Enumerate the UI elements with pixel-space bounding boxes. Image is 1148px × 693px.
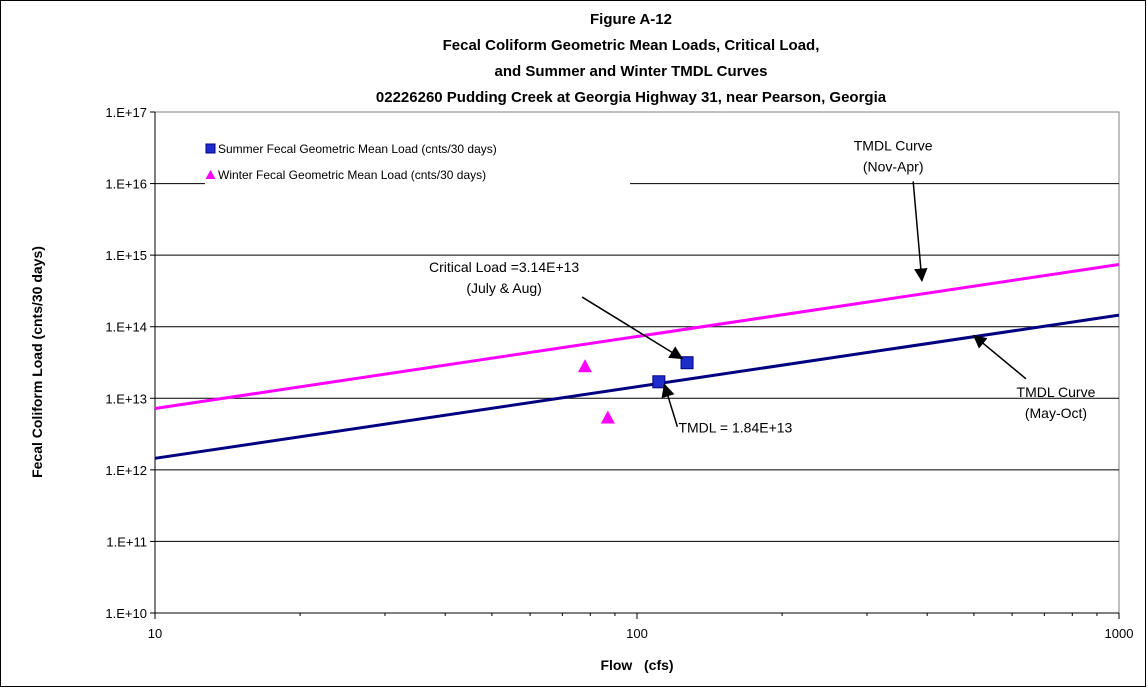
- annotation-arrow: [661, 383, 679, 427]
- y-tick-label: 1.E+12: [105, 463, 147, 478]
- y-tick-label: 1.E+10: [105, 606, 147, 621]
- annotation-text: TMDL Curve: [1017, 384, 1096, 400]
- grid-layer: [155, 183, 1119, 542]
- series-layer: [154, 263, 1120, 460]
- summer-point-marker: [652, 375, 666, 389]
- annotation-text: TMDL Curve: [854, 137, 933, 153]
- y-axis-title: Fecal Coliform Load (cnts/30 days): [29, 246, 45, 478]
- y-tick-label: 1.E+15: [105, 248, 147, 263]
- chart-title-line-2: Fecal Coliform Geometric Mean Loads, Cri…: [443, 37, 820, 54]
- annotation-arrow: [972, 334, 1027, 380]
- annotation-arrow: [581, 296, 684, 360]
- chart-title-line-1: Figure A-12: [590, 11, 672, 28]
- x-axis-title: Flow (cfs): [600, 657, 673, 673]
- y-tick-label: 1.E+16: [105, 177, 147, 192]
- y-tick-label: 1.E+17: [105, 105, 147, 120]
- legend: Summer Fecal Geometric Mean Load (cnts/3…: [205, 137, 630, 188]
- plot-area: [154, 111, 1120, 614]
- annotation-text: TMDL = 1.84E+13: [678, 420, 792, 436]
- legend-winter-label: Winter Fecal Geometric Mean Load (cnts/3…: [218, 168, 486, 182]
- y-tick-label: 1.E+11: [106, 534, 147, 549]
- chart-title-line-3: and Summer and Winter TMDL Curves: [495, 63, 768, 80]
- x-tick-label: 100: [626, 626, 648, 641]
- annotation-layer: TMDL Curve (Nov-Apr) Critical Load =3.14E+…: [429, 137, 1096, 435]
- legend-summer-marker: [205, 143, 216, 154]
- chart-title-line-4: 02226260 Pudding Creek at Georgia Highwa…: [376, 89, 887, 106]
- winter-point-marker: [577, 359, 592, 373]
- legend-winter-marker: [205, 170, 216, 179]
- annotation-text: (July & Aug): [466, 280, 541, 296]
- legend-summer-label: Summer Fecal Geometric Mean Load (cnts/3…: [218, 142, 497, 156]
- annotation-arrow: [912, 181, 928, 283]
- summer-point-marker: [680, 356, 694, 370]
- x-tick-label: 1000: [1105, 626, 1134, 641]
- x-tick-label: 10: [148, 626, 162, 641]
- tmdl-curve-line-3: [154, 313, 1120, 460]
- tmdl-curve-line-2: [154, 263, 1120, 410]
- winter-point-marker: [600, 410, 615, 424]
- annotation-text: (Nov-Apr): [863, 158, 924, 174]
- y-tick-label: 1.E+14: [105, 320, 147, 335]
- annotation-text: (May-Oct): [1025, 405, 1087, 421]
- tick-layer: 1.E+10 1.E+11 1.E+12 1.E+13 1.E+14 1.E+15 1.E+…: [105, 105, 1133, 641]
- annotation-text: Critical Load =3.14E+13: [429, 259, 579, 275]
- legend-box: [205, 137, 630, 188]
- y-tick-label: 1.E+13: [105, 391, 147, 406]
